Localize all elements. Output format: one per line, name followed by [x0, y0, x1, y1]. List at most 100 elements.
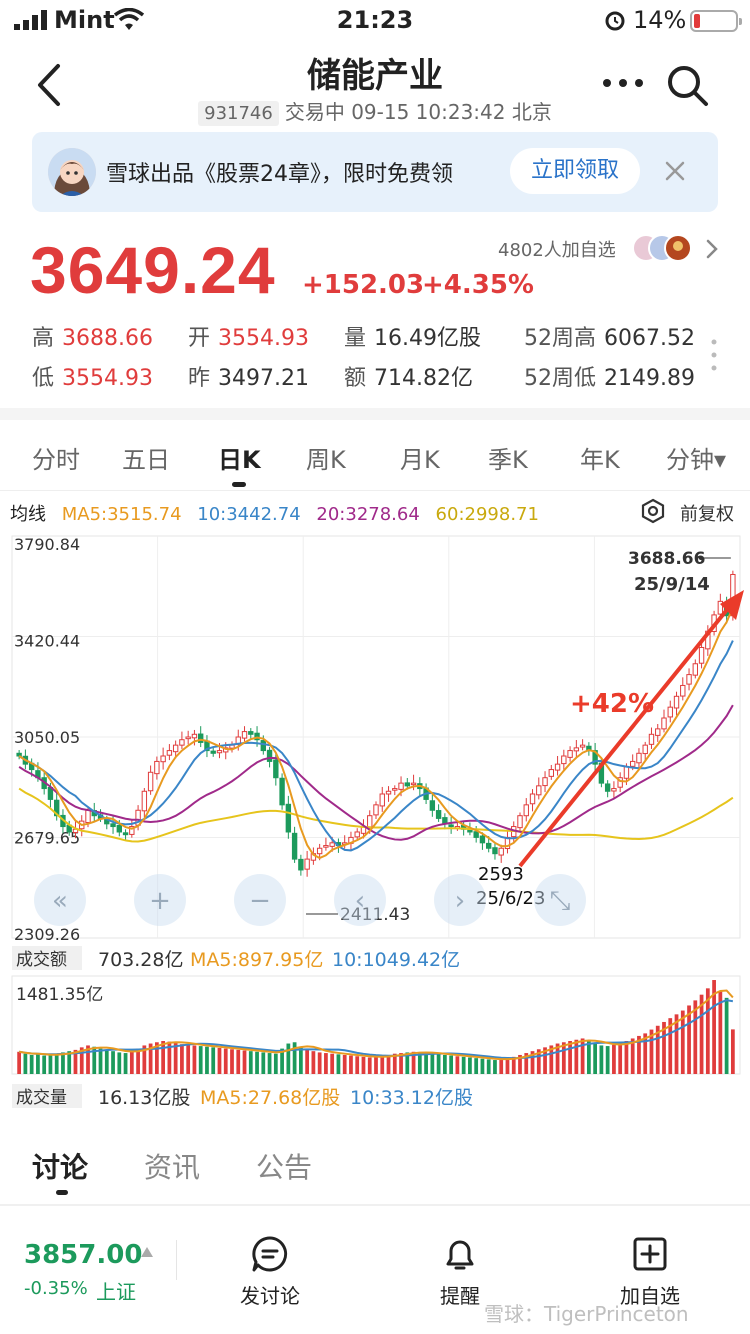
tab-news[interactable]: 资讯 — [144, 1151, 201, 1184]
volume-bar — [668, 1018, 673, 1074]
volume-bar — [568, 1041, 572, 1074]
post-discussion-button[interactable]: 发讨论 — [210, 1234, 330, 1309]
volume-bar — [273, 1053, 278, 1074]
zoom-out-button-glyph: − — [249, 886, 271, 916]
alert-button[interactable]: 提醒 — [400, 1234, 520, 1309]
candle-body — [154, 760, 160, 775]
candle-body — [291, 832, 298, 860]
volume-bar — [324, 1053, 328, 1074]
candle-body — [185, 736, 191, 740]
ma60-line — [18, 787, 734, 843]
tab-yearly-k[interactable]: 年K — [580, 446, 620, 474]
candle-body — [567, 750, 573, 758]
volume-bar — [98, 1048, 103, 1074]
back-icon[interactable] — [30, 60, 70, 110]
more-icon[interactable] — [600, 66, 646, 100]
volume-bar — [311, 1051, 316, 1074]
stat-52w-low: 52周低 2149.89 — [524, 366, 695, 391]
tab-weekly-k[interactable]: 周K — [306, 446, 346, 474]
period-tabs: 分时 五日 日K 周K 月K 季K 年K 分钟▾ — [0, 432, 750, 490]
candle-body — [116, 824, 122, 833]
candle-body — [692, 663, 698, 676]
volume-bar — [461, 1056, 466, 1074]
volume-bar — [380, 1056, 385, 1074]
add-box-icon — [633, 1237, 667, 1271]
nav-prev-button[interactable] — [334, 874, 386, 926]
volume-bar — [442, 1054, 447, 1074]
add-watchlist-button[interactable]: 加自选 — [590, 1234, 710, 1309]
search-icon[interactable] — [664, 62, 710, 108]
expand-stats-icon[interactable] — [710, 338, 718, 372]
volume-bar — [230, 1049, 234, 1074]
watermark: 雪球：TigerPrinceton — [484, 1302, 689, 1326]
tab-intraday[interactable]: 分时 — [32, 446, 80, 474]
volume-bar — [593, 1043, 598, 1074]
followers-count[interactable]: 4802人加自选 — [498, 240, 616, 261]
volume-bar — [643, 1033, 648, 1074]
volume-bar — [236, 1049, 241, 1074]
volume-bar — [524, 1053, 529, 1074]
candle-body — [579, 744, 586, 748]
annotation-label: +42% — [570, 689, 654, 719]
tab-announcements[interactable]: 公告 — [256, 1151, 313, 1184]
market-index-change: -0.35% — [24, 1278, 88, 1299]
volume-bar — [680, 1010, 685, 1074]
promo-banner[interactable]: 雪球出品《股票24章》，限时免费领 立即领取 — [32, 132, 718, 212]
promo-text: 雪球出品《股票24章》，限时免费领 — [106, 162, 453, 187]
candle-body — [623, 766, 630, 779]
claim-button[interactable]: 立即领取 — [510, 148, 640, 194]
kline-chart[interactable]: 3790.84 3420.44 3050.05 2679.65 2309.26 3688.… — [0, 528, 750, 1126]
volume-bar — [242, 1050, 247, 1074]
nav-rewind-button[interactable] — [34, 874, 86, 926]
volume-bar — [455, 1056, 460, 1074]
candle-body — [216, 750, 223, 754]
volume-bar — [361, 1056, 366, 1074]
signal-icon — [14, 10, 47, 30]
adjust-mode[interactable]: 前复权 — [680, 504, 734, 525]
ma10-line — [18, 640, 734, 852]
active-tab-indicator — [232, 482, 246, 487]
volume2-label: 成交量 — [16, 1088, 67, 1108]
tab-minute[interactable]: 分钟▾ — [666, 446, 727, 474]
tab-monthly-k[interactable]: 月K — [400, 446, 440, 474]
candle-body — [592, 750, 598, 765]
candle-body — [316, 847, 323, 855]
volume-ma5-line — [18, 989, 734, 1061]
volume-bar — [111, 1051, 115, 1074]
volume-max: 1481.35亿 — [16, 985, 103, 1005]
candle-body — [429, 800, 436, 811]
tab-quarterly-k[interactable]: 季K — [488, 446, 528, 474]
tab-discussion[interactable]: 讨论 — [32, 1151, 89, 1184]
candle-body — [542, 777, 548, 787]
stat-high: 高 3688.66 — [32, 326, 153, 351]
candle-body — [191, 733, 198, 739]
zoom-out-button[interactable] — [234, 874, 286, 926]
volume-bar — [655, 1025, 660, 1074]
volume-bar — [549, 1045, 554, 1074]
volume-bar — [730, 1029, 735, 1074]
tab-five-day[interactable]: 五日 — [122, 446, 170, 474]
tab-daily-k[interactable]: 日K — [218, 446, 261, 474]
volume-bar — [173, 1042, 178, 1074]
chat-bubble-icon — [252, 1236, 288, 1272]
market-index-price[interactable]: 3857.00 — [24, 1240, 143, 1270]
chevron-right-icon[interactable] — [704, 238, 720, 260]
volume-bar — [261, 1052, 266, 1074]
high-marker-date: 25/9/14 — [634, 574, 710, 595]
candle-body — [329, 842, 335, 847]
volume2-value: 16.13亿股 — [98, 1087, 190, 1109]
candle-body — [717, 600, 724, 615]
clock: 21:23 — [336, 6, 414, 34]
follower-avatars[interactable] — [632, 232, 696, 264]
volume-bar — [342, 1054, 347, 1074]
close-icon[interactable] — [662, 158, 688, 184]
nav-next-button[interactable] — [434, 874, 486, 926]
fullscreen-button[interactable] — [534, 874, 586, 926]
volume-bar — [430, 1053, 435, 1074]
nav-rewind-button-glyph: « — [52, 886, 68, 916]
settings-hexagon-icon[interactable] — [640, 498, 666, 524]
candle-body — [686, 674, 692, 685]
volume-bar — [624, 1041, 629, 1074]
candle-body — [486, 842, 492, 849]
zoom-in-button[interactable] — [134, 874, 186, 926]
